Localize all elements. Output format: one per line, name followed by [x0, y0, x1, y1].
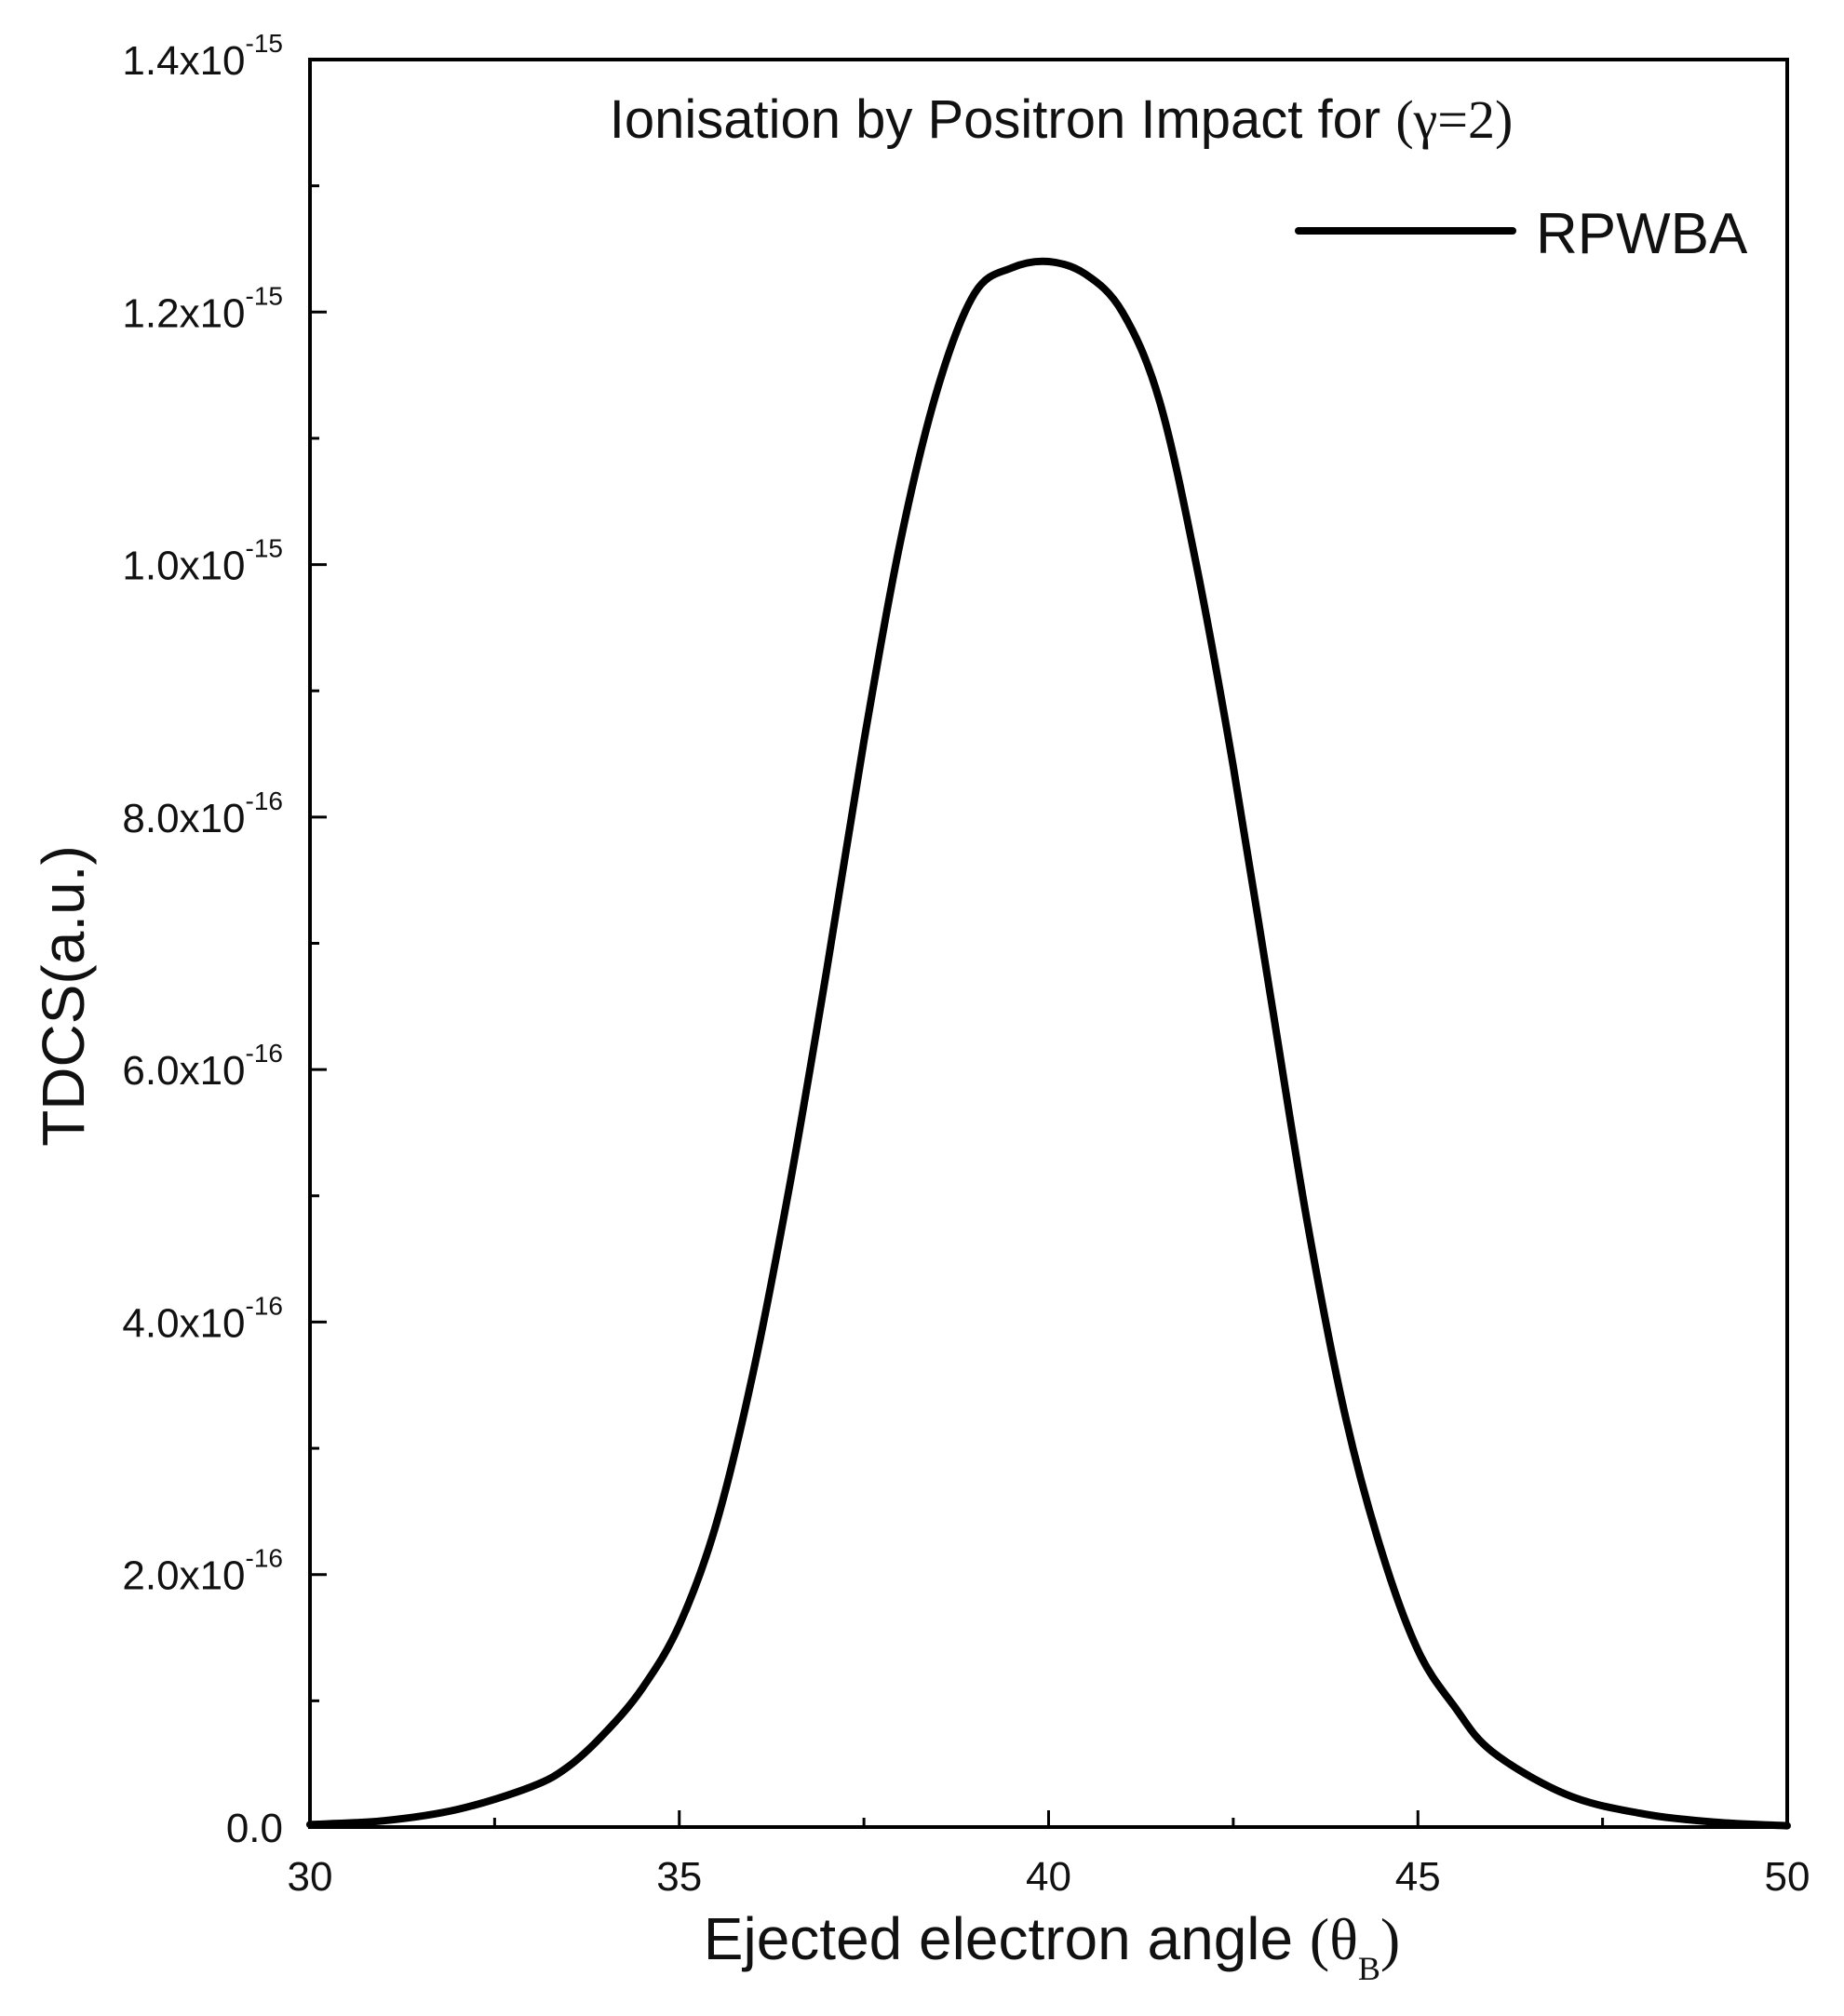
x-tick-label: 40 — [1026, 1854, 1071, 1900]
x-axis-title-subscript: B — [1358, 1950, 1380, 1987]
y-tick-label: 1.4x10-15 — [122, 29, 283, 84]
y-tick-label: 6.0x10-16 — [122, 1039, 283, 1094]
legend-label-rpwba: RPWBA — [1536, 202, 1748, 266]
x-tick-labels: 30 35 40 45 50 — [288, 1854, 1810, 1900]
x-tick-label: 45 — [1395, 1854, 1441, 1900]
x-tick-label: 35 — [656, 1854, 702, 1900]
y-tick-label: 2.0x10-16 — [122, 1544, 283, 1599]
plot-frame — [308, 58, 1789, 1829]
y-tick-labels: 0.0 2.0x10-16 4.0x10-16 6.0x10-16 8.0x10-16 1… — [122, 29, 283, 1851]
x-tick-label: 50 — [1765, 1854, 1810, 1900]
chart-title: Ionisation by Positron Impact for (γ=2) — [610, 89, 1514, 150]
rpwba-series-line — [306, 257, 1791, 1830]
y-tick-label: 4.0x10-16 — [122, 1291, 283, 1346]
chart-title-gamma: (γ=2) — [1395, 89, 1513, 150]
y-tick-label: 0.0 — [226, 1806, 283, 1851]
x-axis-title: Ejected electron angle (θB) — [704, 1905, 1400, 1987]
y-axis-title: TDCS(a.u.) — [30, 845, 97, 1147]
x-tick-label: 30 — [288, 1854, 333, 1900]
y-tick-label: 1.0x10-15 — [122, 534, 283, 589]
y-tick-label: 8.0x10-16 — [122, 786, 283, 841]
y-tick-label: 1.2x10-15 — [122, 281, 283, 336]
